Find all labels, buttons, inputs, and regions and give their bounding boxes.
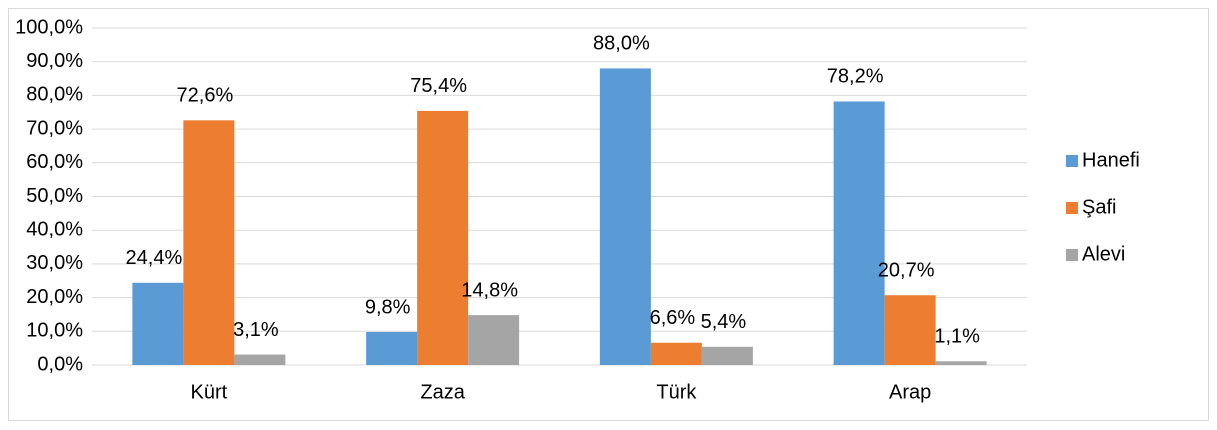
bar	[366, 331, 418, 365]
bar	[132, 282, 184, 365]
data-label: 72,6%	[177, 85, 234, 107]
legend-swatch	[1066, 155, 1078, 167]
data-label: 20,7%	[878, 260, 935, 282]
y-tick-label: 70,0%	[26, 117, 83, 139]
bar	[234, 354, 286, 365]
data-label: 24,4%	[126, 247, 183, 269]
x-tick-label: Türk	[656, 381, 697, 403]
bar	[417, 110, 469, 365]
bar	[701, 346, 753, 365]
legend-swatch	[1066, 202, 1078, 214]
bar	[468, 315, 520, 365]
data-label: 1,1%	[934, 326, 980, 348]
y-tick-label: 100,0%	[15, 16, 83, 38]
legend-label: Alevi	[1082, 243, 1125, 265]
data-label: 75,4%	[410, 75, 467, 97]
y-tick-label: 10,0%	[26, 320, 83, 342]
legend-label: Hanefi	[1082, 149, 1140, 171]
bar	[935, 361, 987, 365]
bar	[650, 342, 702, 365]
y-tick-label: 90,0%	[26, 50, 83, 72]
y-tick-label: 20,0%	[26, 286, 83, 308]
bar	[183, 120, 235, 365]
data-label: 5,4%	[701, 311, 747, 333]
bar	[833, 101, 885, 365]
x-tick-label: Zaza	[420, 381, 465, 403]
x-tick-label: Arap	[889, 381, 931, 403]
y-tick-label: 60,0%	[26, 151, 83, 173]
data-label: 88,0%	[593, 33, 650, 55]
bar	[884, 295, 936, 365]
data-label: 78,2%	[827, 66, 884, 88]
bar	[599, 68, 651, 365]
y-tick-label: 30,0%	[26, 252, 83, 274]
data-label: 14,8%	[461, 279, 518, 301]
y-tick-label: 80,0%	[26, 84, 83, 106]
legend-swatch	[1066, 249, 1078, 261]
legend-label: Şafi	[1082, 196, 1116, 218]
y-tick-label: 0,0%	[37, 353, 83, 375]
y-tick-label: 40,0%	[26, 218, 83, 240]
data-label: 9,8%	[365, 296, 411, 318]
x-tick-label: Kürt	[191, 381, 228, 403]
data-label: 3,1%	[233, 319, 279, 341]
y-tick-label: 50,0%	[26, 185, 83, 207]
data-label: 6,6%	[650, 307, 696, 329]
